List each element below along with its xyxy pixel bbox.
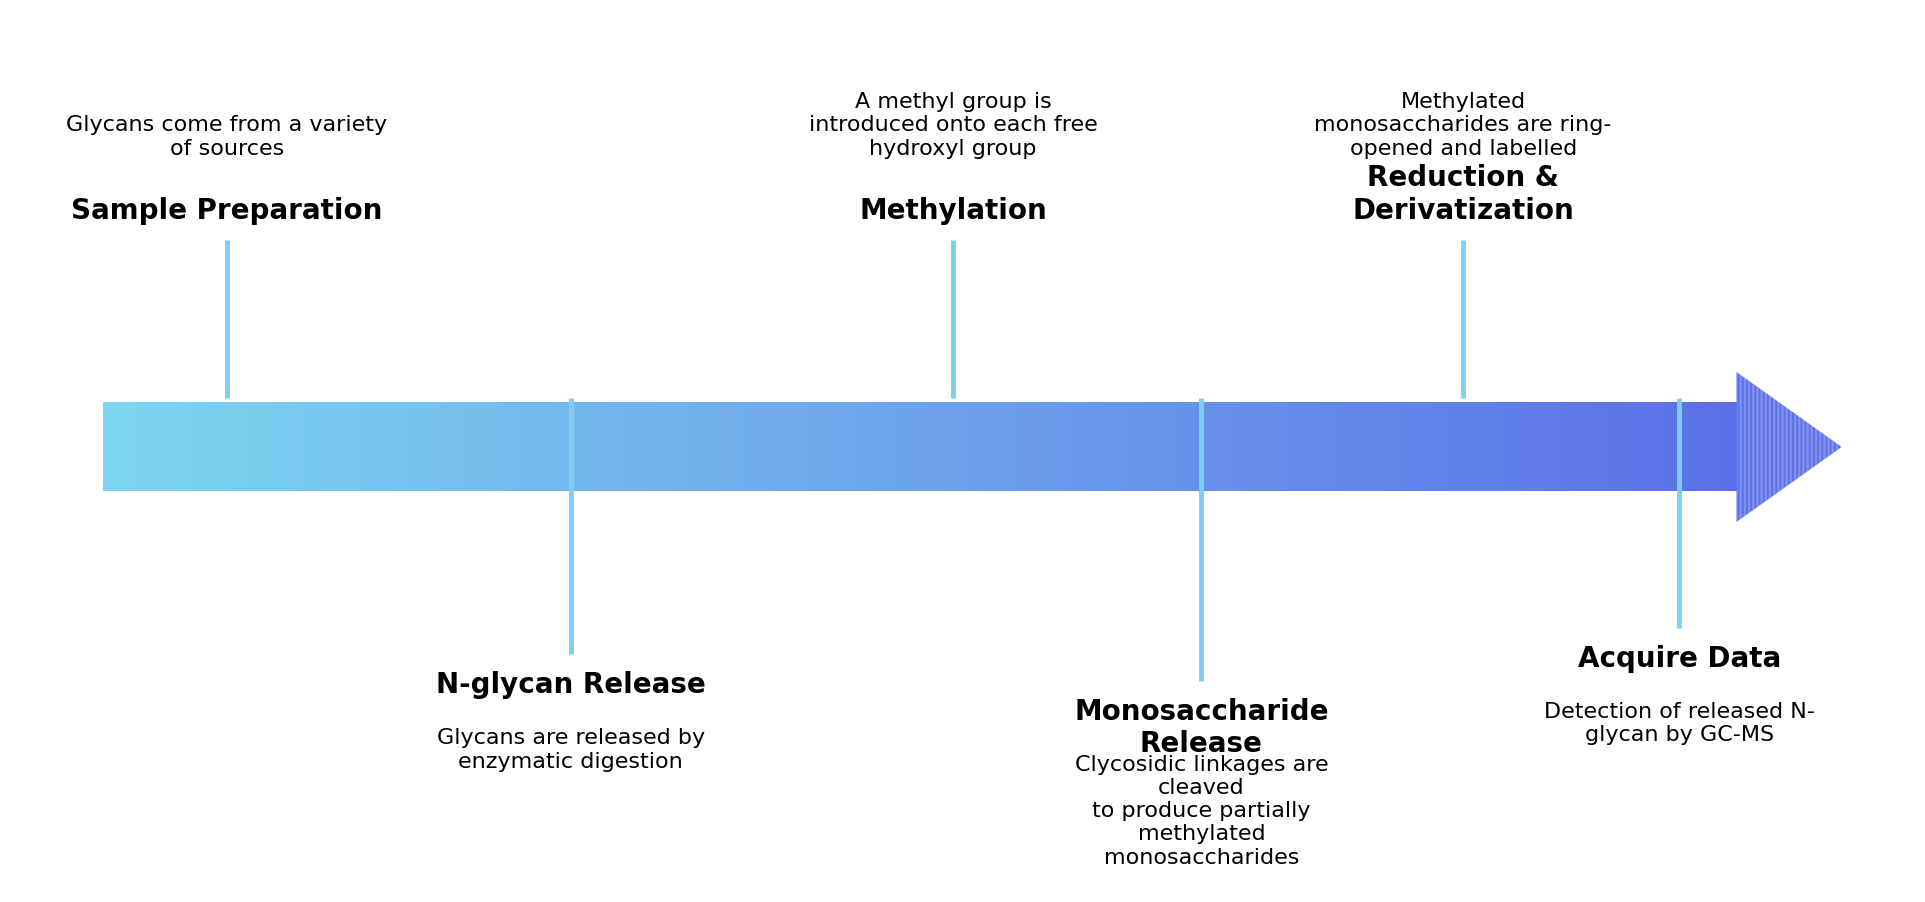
Text: Clycosidic linkages are
cleaved
to produce partially
methylated
monosaccharides: Clycosidic linkages are cleaved to produ… bbox=[1074, 754, 1328, 867]
Text: Sample Preparation: Sample Preparation bbox=[71, 197, 383, 225]
Text: Glycans are released by
enzymatic digestion: Glycans are released by enzymatic digest… bbox=[437, 728, 705, 771]
Text: Methylated
monosaccharides are ring-
opened and labelled: Methylated monosaccharides are ring- ope… bbox=[1315, 92, 1611, 159]
Text: Acquire Data: Acquire Data bbox=[1578, 644, 1781, 672]
Text: Detection of released N-
glycan by GC-MS: Detection of released N- glycan by GC-MS bbox=[1544, 701, 1815, 744]
Text: Methylation: Methylation bbox=[859, 197, 1047, 225]
Text: Reduction &
Derivatization: Reduction & Derivatization bbox=[1353, 164, 1575, 225]
Text: N-glycan Release: N-glycan Release bbox=[435, 670, 706, 698]
Text: Glycans come from a variety
of sources: Glycans come from a variety of sources bbox=[65, 115, 387, 159]
Text: Monosaccharide
Release: Monosaccharide Release bbox=[1074, 696, 1328, 757]
Text: A methyl group is
introduced onto each free
hydroxyl group: A methyl group is introduced onto each f… bbox=[808, 92, 1097, 159]
